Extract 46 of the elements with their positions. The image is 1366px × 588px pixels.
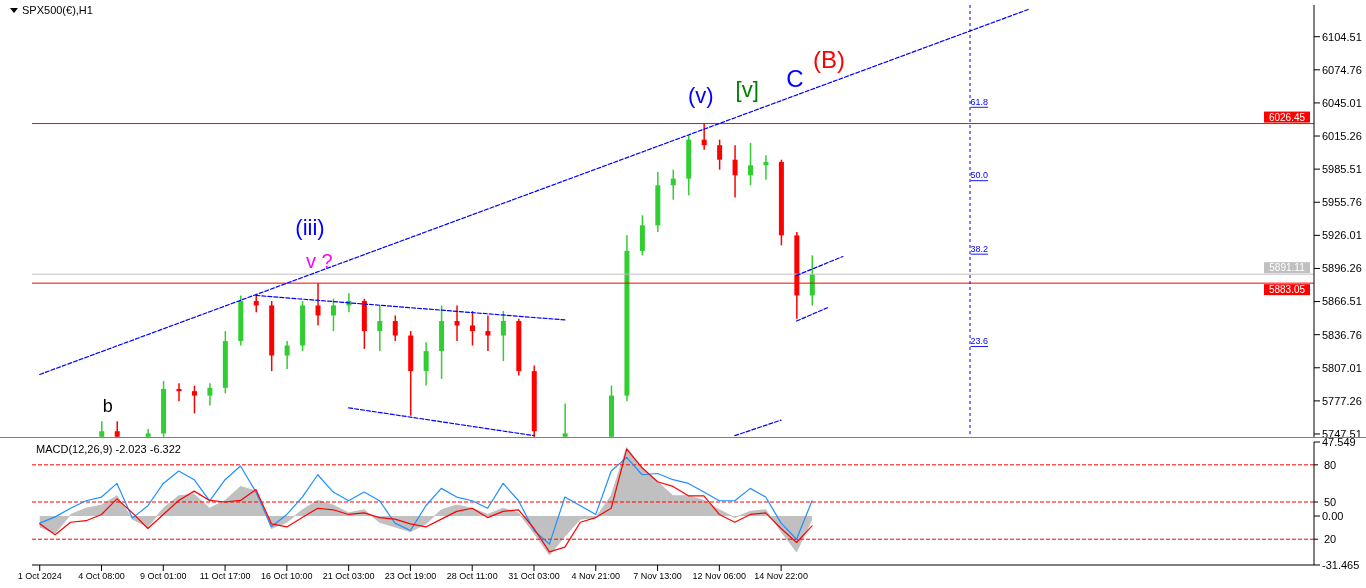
y-tick-label: 6045.01 (1322, 96, 1362, 109)
y-tick-label: 5955.76 (1322, 196, 1362, 209)
x-tick-label: 23 Oct 19:00 (384, 571, 437, 582)
annotation: 23.6 (970, 336, 989, 347)
y-tick-label: 5777.26 (1322, 394, 1362, 407)
y-tick-label: 5926.01 (1322, 229, 1362, 242)
y-tick-label: 5985.51 (1322, 163, 1362, 176)
annotation: b (102, 395, 113, 416)
y-tick-label: 6074.76 (1322, 63, 1362, 76)
y-tick-label: 0.00 (1322, 509, 1344, 522)
x-tick-label: 9 Oct 01:00 (140, 571, 187, 582)
x-tick-label: 28 Oct 11:00 (446, 571, 498, 582)
y-tick-label: 5896.26 (1322, 262, 1362, 275)
x-tick-label: 4 Nov 21:00 (571, 571, 621, 582)
y2-tick-label: 20 (1324, 533, 1337, 546)
annotation: (v) (687, 82, 714, 108)
y-tick-label: -31.465 (1322, 558, 1360, 571)
y-tick-label: 6104.51 (1322, 30, 1362, 43)
x-tick-label: 21 Oct 03:00 (322, 571, 375, 582)
annotation: 50.0 (970, 170, 989, 181)
annotation: v ? (305, 249, 333, 272)
annotation: C (786, 64, 804, 92)
y-tick-label: 5836.76 (1322, 328, 1362, 341)
annotation: (B) (813, 46, 845, 74)
y-tick-label: 5866.51 (1322, 295, 1362, 308)
annotation: (iii) (295, 215, 325, 241)
ref-line-label: 5891.11 (1269, 262, 1306, 274)
y-tick-label: 5807.01 (1322, 361, 1362, 374)
annotation: 61.8 (970, 96, 989, 107)
x-tick-label: 7 Nov 13:00 (633, 571, 682, 582)
x-tick-label: 31 Oct 03:00 (508, 571, 560, 582)
chart-title: SPX500(€),H1 (22, 4, 93, 16)
x-tick-label: 12 Nov 06:00 (692, 571, 747, 582)
annotation: [v] (735, 77, 759, 103)
x-tick-label: 14 Nov 22:00 (754, 571, 808, 582)
ref-line-label: 6026.45 (1268, 111, 1306, 123)
annotation: 38.2 (970, 243, 989, 254)
x-tick-label: 11 Oct 17:00 (199, 571, 251, 582)
x-tick-label: 16 Oct 10:00 (261, 571, 313, 582)
y2-tick-label: 80 (1324, 458, 1337, 471)
y-tick-label: 6015.26 (1322, 129, 1362, 142)
y2-tick-label: 50 (1324, 496, 1337, 509)
chart-title: MACD(12,26,9) -2.023 -6.322 (36, 443, 181, 455)
x-tick-label: 4 Oct 08:00 (78, 571, 125, 582)
x-tick-label: 1 Oct 2024 (17, 571, 62, 582)
ref-line-label: 5883.05 (1268, 284, 1306, 296)
